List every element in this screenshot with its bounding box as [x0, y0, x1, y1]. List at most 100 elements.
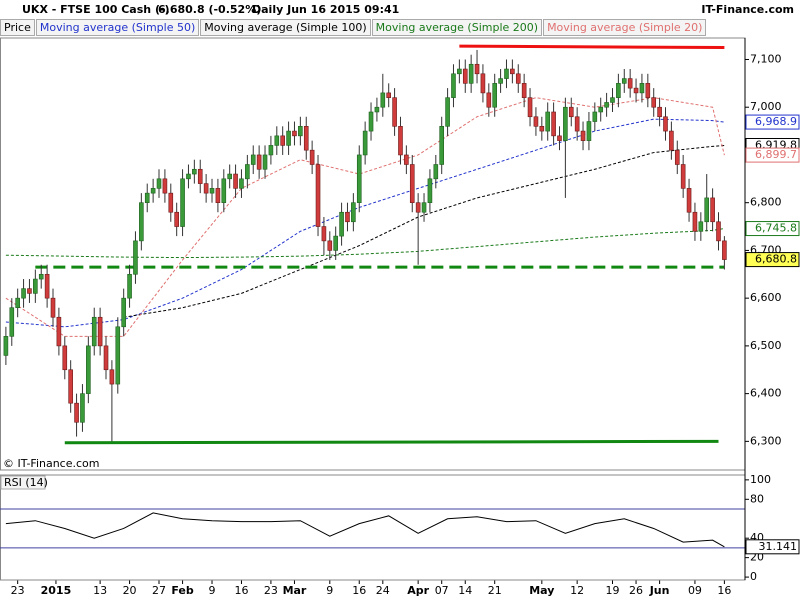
candle-body: [150, 188, 156, 194]
x-tick-label: 27: [152, 584, 166, 597]
candle-body: [21, 288, 26, 299]
candle-body: [515, 73, 521, 84]
candle-body: [539, 126, 545, 132]
candle-body: [568, 106, 574, 118]
candle-body: [9, 307, 15, 337]
candle-body: [451, 73, 456, 98]
candle-body: [374, 106, 380, 113]
candle-body: [221, 178, 227, 203]
legend-item: Moving average (Simple 50): [35, 19, 200, 36]
quote: 6,680.8 (-0.52%): [158, 3, 262, 16]
candle-body: [292, 130, 297, 137]
x-tick-label: 13: [93, 584, 107, 597]
x-tick-label: 14: [458, 584, 472, 597]
candle-body: [303, 126, 309, 151]
candle-body: [115, 326, 121, 385]
y-tick-label: 7,000: [750, 100, 782, 113]
trendline: [64, 439, 719, 445]
brand: IT-Finance.com: [701, 3, 794, 16]
candle-body: [557, 135, 562, 141]
candle-body: [498, 78, 503, 84]
candle-body: [44, 273, 50, 299]
candle-body: [698, 221, 704, 232]
candle-body: [415, 202, 421, 213]
y-tick-label: 6,600: [750, 291, 782, 304]
candle-body: [127, 273, 132, 299]
candle-body: [133, 240, 138, 275]
candle-body: [333, 235, 338, 251]
candle-body: [651, 97, 657, 108]
value-box: [745, 252, 800, 268]
candle-body: [356, 154, 362, 203]
candle-body: [38, 273, 44, 280]
rsi-pane: [0, 474, 746, 581]
trendline: [459, 44, 725, 50]
candle-body: [3, 336, 9, 356]
value-label: 6,745.8: [755, 222, 797, 235]
x-tick-label: Mar: [283, 584, 307, 597]
candle-body: [327, 240, 333, 251]
x-tick-label: Apr: [407, 584, 429, 597]
candle-body: [468, 63, 474, 84]
x-tick-label: 23: [264, 584, 278, 597]
x-tick-label: 16: [717, 584, 731, 597]
value-label: 6,680.8: [755, 253, 797, 266]
x-tick-label: Feb: [171, 584, 194, 597]
y-tick-label: 6,300: [750, 434, 782, 447]
legend-item: Moving average (Simple 100): [200, 19, 371, 36]
x-tick-label: May: [529, 584, 554, 597]
rsi-title: RSI (14): [4, 476, 48, 489]
candle-body: [215, 188, 221, 203]
x-tick-label: 16: [352, 584, 366, 597]
period: Daily Jun 16 2015 09:41: [252, 3, 400, 16]
candle-body: [351, 202, 356, 223]
candle-body: [510, 68, 515, 75]
candle-body: [669, 130, 674, 151]
rsi-line: [5, 512, 725, 548]
candle-body: [268, 145, 274, 156]
x-tick-label: 07: [435, 584, 449, 597]
y-tick-label: 80: [750, 492, 764, 505]
candle-body: [439, 126, 444, 165]
candle-body: [15, 297, 20, 309]
candle-body: [657, 106, 662, 118]
candle-body: [716, 221, 721, 242]
x-tick-label: 20: [123, 584, 137, 597]
legend-item: Price: [0, 19, 35, 36]
y-tick-label: 100: [750, 473, 771, 486]
candle-body: [551, 111, 556, 137]
candle-body: [486, 92, 492, 108]
candle-body: [97, 316, 103, 347]
x-tick-label: 16: [234, 584, 248, 597]
candle-body: [262, 154, 268, 170]
candle-body: [604, 102, 609, 108]
candle-body: [574, 116, 580, 132]
candle-body: [621, 78, 627, 84]
candle-body: [68, 369, 73, 404]
candle-body: [480, 73, 486, 94]
candle-body: [280, 135, 285, 146]
title-box: [0, 475, 46, 490]
candle-body: [197, 168, 203, 184]
value-label: 6,899.7: [755, 148, 797, 161]
candle-body: [521, 83, 527, 98]
watermark: © IT-Finance.com: [3, 457, 100, 470]
candle-body: [462, 68, 468, 84]
y-tick-label: 6,400: [750, 387, 782, 400]
candle-body: [86, 345, 91, 394]
x-tick-label: 23: [11, 584, 25, 597]
candle-body: [433, 164, 439, 180]
legend-item: Moving average (Simple 20): [543, 19, 707, 36]
candle-body: [674, 149, 680, 165]
candle-body: [192, 168, 197, 175]
candle-body: [474, 63, 480, 75]
candle-body: [645, 83, 651, 98]
candle-body: [286, 130, 291, 146]
candle-body: [274, 135, 280, 146]
candle-body: [692, 211, 698, 232]
candle-body: [109, 369, 115, 385]
y-tick-label: 6,500: [750, 339, 782, 352]
value-label: 31.141: [759, 540, 798, 553]
